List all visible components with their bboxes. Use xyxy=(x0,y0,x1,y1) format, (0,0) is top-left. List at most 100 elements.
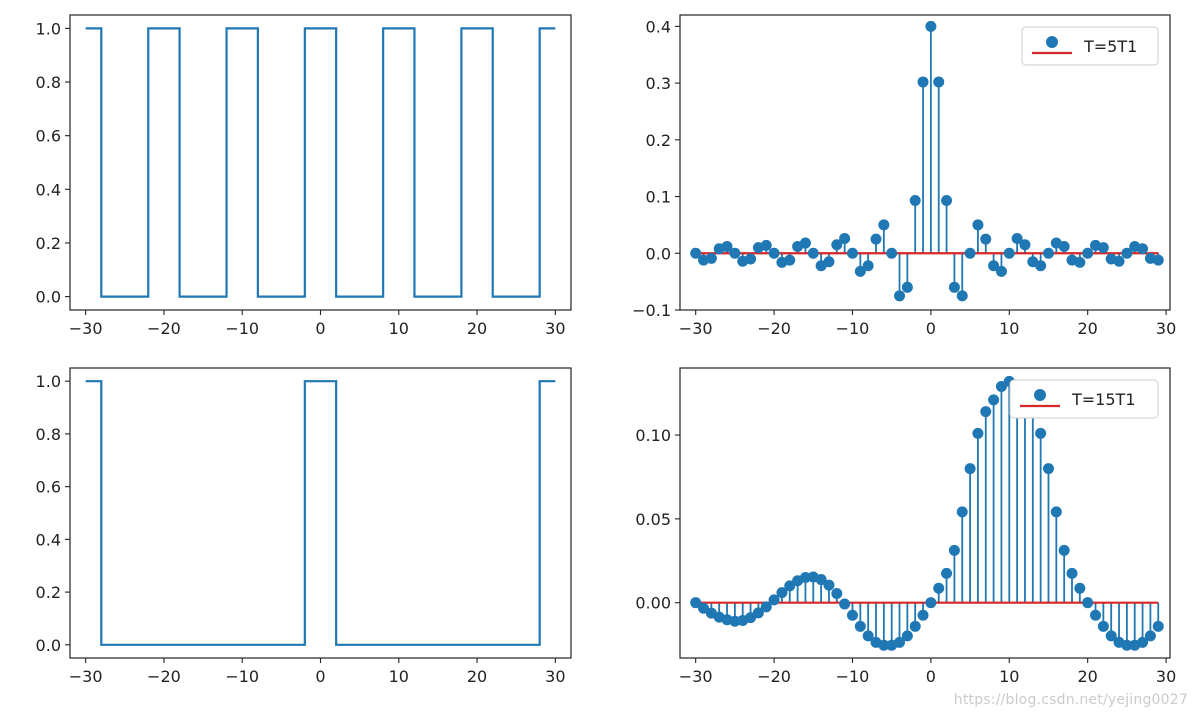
stem-marker xyxy=(799,237,811,249)
stem-marker xyxy=(901,630,913,642)
stem-marker xyxy=(854,265,866,277)
stem-marker xyxy=(988,394,1000,406)
x-tick-label: −30 xyxy=(69,667,103,686)
plot-area xyxy=(85,27,556,298)
stem-marker xyxy=(760,601,772,613)
plot-area xyxy=(85,380,556,646)
stem-marker xyxy=(1050,506,1062,518)
stem-marker xyxy=(956,506,968,518)
stem-marker xyxy=(729,247,741,259)
legend-box xyxy=(1021,26,1159,66)
subplot-1: −30 −20 −10 0 10 20 30 0.0 0.2 0.4 0.6 0.8 1.0 xyxy=(36,14,572,338)
stem-marker xyxy=(862,630,874,642)
stem-marker xyxy=(1090,609,1102,621)
subplot-2: −30 −20 −10 0 10 20 30 −0.1 0.0 0.1 0.2 0.3 0.4 T=5T1 xyxy=(632,14,1176,338)
stem-marker xyxy=(784,254,796,266)
x-tick-label: 30 xyxy=(545,319,565,338)
stem-marker xyxy=(878,219,890,231)
stem-marker xyxy=(1105,630,1117,642)
y-tick-label: 0.4 xyxy=(36,180,61,199)
y-tick-label: 0.4 xyxy=(36,530,61,549)
stem-marker xyxy=(776,587,788,599)
x-tick-label: −10 xyxy=(225,319,259,338)
stem-marker xyxy=(917,609,929,621)
x-tick-label: 20 xyxy=(1078,319,1098,338)
x-tick-label: 10 xyxy=(389,667,409,686)
y-tick-label: 0.4 xyxy=(646,17,671,36)
plot-area xyxy=(690,375,1164,651)
stem-marker xyxy=(1097,620,1109,632)
y-tick-label: 0.05 xyxy=(635,510,671,529)
stem-marker xyxy=(917,76,929,88)
stem-marker xyxy=(964,463,976,475)
stem-marker xyxy=(1035,260,1047,272)
legend-label: T=5T1 xyxy=(1083,37,1137,56)
stem-marker xyxy=(768,594,780,606)
stem-marker xyxy=(933,582,945,594)
stem-marker xyxy=(964,247,976,259)
signal-line xyxy=(85,380,556,646)
stem-marker xyxy=(901,281,913,293)
stem-marker xyxy=(980,233,992,245)
y-tick-label: 0.2 xyxy=(36,234,61,253)
stem-marker xyxy=(1152,254,1164,266)
axes-frame xyxy=(69,14,572,311)
y-tick-label: 0.6 xyxy=(36,127,61,146)
stem-marker xyxy=(894,290,906,302)
stem-marker xyxy=(925,597,937,609)
stem-marker xyxy=(752,607,764,619)
stem-marker xyxy=(1121,247,1133,259)
stem-marker xyxy=(1137,243,1149,255)
stem-marker xyxy=(988,260,1000,272)
stem-marker xyxy=(995,265,1007,277)
stem-marker xyxy=(823,256,835,268)
stem-marker xyxy=(878,639,890,651)
stem-marker xyxy=(972,219,984,231)
y-tick-label: −0.1 xyxy=(632,301,671,320)
stem-marker xyxy=(1152,620,1164,632)
stem-marker xyxy=(1113,255,1125,267)
x-tick-label: 30 xyxy=(1156,667,1176,686)
stem-marker xyxy=(815,574,827,586)
stem-marker xyxy=(1058,544,1070,556)
x-tick-label: 0 xyxy=(315,319,325,338)
stem-marker xyxy=(831,239,843,251)
legend: T=5T1 xyxy=(1021,26,1159,66)
stem-marker xyxy=(1003,247,1015,259)
stem-marker xyxy=(745,253,757,265)
axes-frame xyxy=(679,14,1171,311)
stem-marker xyxy=(1074,582,1086,594)
stem-marker xyxy=(1019,239,1031,251)
y-tick-label: 0.8 xyxy=(36,73,61,92)
stem-marker xyxy=(760,239,772,251)
y-tick-label: 0.8 xyxy=(36,425,61,444)
stem-marker xyxy=(909,620,921,632)
stem-marker xyxy=(1058,240,1070,252)
stem-marker xyxy=(933,76,945,88)
x-tick-label: 0 xyxy=(926,319,936,338)
plot-area xyxy=(690,20,1164,302)
stem-marker xyxy=(690,247,702,259)
stem-marker xyxy=(784,580,796,592)
legend-marker xyxy=(1034,389,1046,401)
x-tick-label: −30 xyxy=(679,667,713,686)
stem-marker xyxy=(807,247,819,259)
stem-marker xyxy=(948,544,960,556)
legend: T=15T1 xyxy=(1009,379,1159,419)
stem-marker xyxy=(862,260,874,272)
axes-frame xyxy=(69,367,572,659)
y-tick-label: 0.6 xyxy=(36,478,61,497)
stem-marker xyxy=(839,233,851,245)
x-tick-label: 20 xyxy=(467,667,487,686)
y-tick-label: 0.2 xyxy=(646,131,671,150)
watermark-text: https://blog.csdn.net/yejing0027 xyxy=(953,692,1188,708)
stem-marker xyxy=(870,233,882,245)
x-tick-label: 10 xyxy=(999,667,1019,686)
x-tick-label: −20 xyxy=(147,667,181,686)
stem-marker xyxy=(854,620,866,632)
stem-marker xyxy=(1074,256,1086,268)
x-tick-label: −10 xyxy=(836,319,870,338)
y-tick-label: 0.10 xyxy=(635,426,671,445)
y-tick-label: 1.0 xyxy=(36,19,61,38)
x-tick-label: 0 xyxy=(926,667,936,686)
